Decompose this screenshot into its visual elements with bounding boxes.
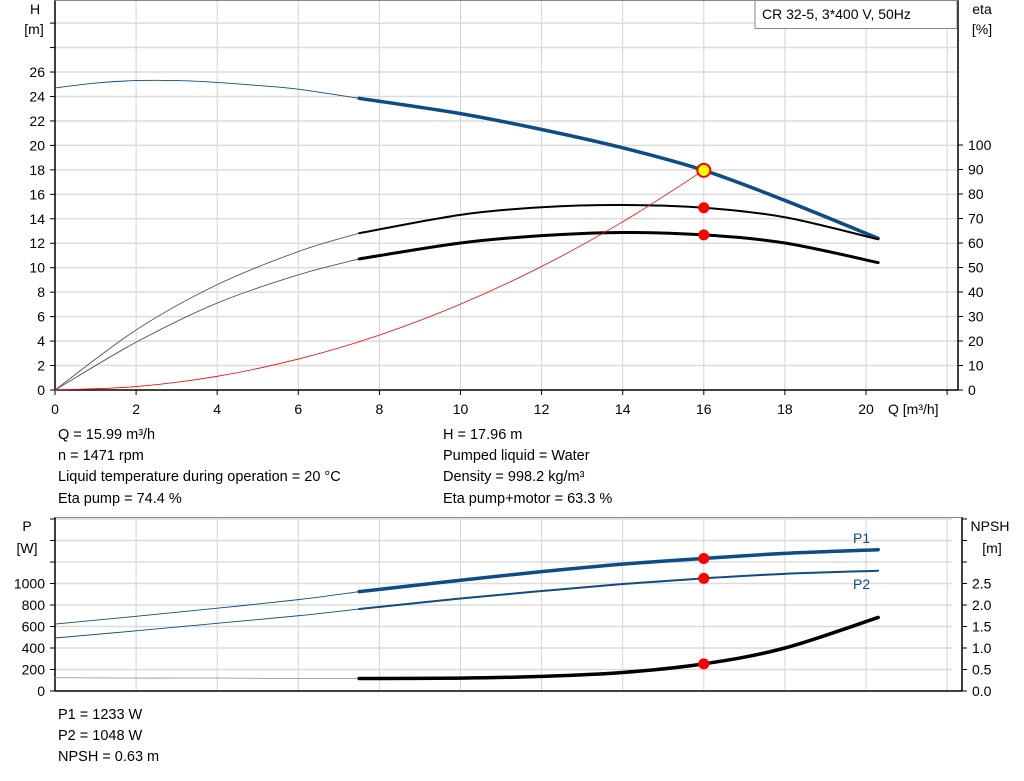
x-tick-label: 12 [534, 401, 550, 417]
x-tick-label: 18 [777, 401, 793, 417]
right-tick-label: 30 [968, 309, 984, 325]
p-axis-name: P [22, 518, 31, 534]
bottom-grid: 0 200 400 600 800 1000 0.0 0.5 1.0 1.5 2.0 2.5 [14, 517, 992, 699]
npsh-axis-name: NPSH [971, 518, 1010, 534]
p-axis-unit: [W] [17, 540, 38, 556]
info-p2: P2 = 1048 W [58, 728, 143, 744]
info-speed: n = 1471 rpm [58, 448, 144, 464]
left-tick-label: 200 [22, 662, 46, 678]
left-tick-label: 800 [22, 597, 46, 613]
x-tick-label: 0 [51, 401, 59, 417]
right-tick-label: 1.5 [972, 619, 992, 635]
info-eta-pump: Eta pump = 74.4 % [58, 491, 182, 507]
eta_pump-curve [358, 204, 880, 241]
right-tick-label: 40 [968, 284, 984, 300]
info-density: Density = 998.2 kg/m³ [443, 469, 585, 485]
p2-curve-thin [54, 608, 360, 639]
left-tick-label: 4 [37, 333, 45, 349]
left-tick-label: 12 [29, 235, 45, 251]
eta_total-curve-thin [54, 258, 360, 391]
left-tick-label: 8 [37, 284, 45, 300]
right-tick-label: 90 [968, 162, 984, 178]
h-axis-unit: [m] [24, 21, 43, 37]
operating-info: Q = 15.99 m³/h n = 1471 rpm Liquid tempe… [58, 427, 612, 765]
x-tick-label: 10 [453, 401, 469, 417]
legend-text: CR 32-5, 3*400 V, 50Hz [762, 6, 911, 22]
p1-series-label: P1 [853, 530, 870, 546]
info-liquid: Pumped liquid = Water [443, 448, 590, 464]
bottom-curves [54, 547, 880, 681]
left-tick-label: 16 [29, 186, 45, 202]
right-tick-label: 60 [968, 235, 984, 251]
x-tick-label: 2 [132, 401, 140, 417]
npsh-curve-thin [54, 677, 360, 680]
right-tick-label: 2.0 [972, 597, 992, 613]
system-curve [54, 170, 705, 391]
right-tick-label: 0.0 [972, 683, 992, 699]
p1-curve [357, 547, 880, 594]
q-axis-label: Q [m³/h] [888, 401, 939, 417]
npsh-axis-unit: [m] [982, 540, 1001, 556]
operating-point-marker [696, 162, 712, 178]
top-curves [54, 79, 880, 391]
right-tick-label: 70 [968, 211, 984, 227]
left-tick-label: 24 [29, 88, 45, 104]
left-tick-label: 600 [22, 619, 46, 635]
duty-point-marker [698, 572, 710, 584]
left-tick-label: 10 [29, 260, 45, 276]
x-tick-label: 20 [858, 401, 874, 417]
top-grid: 0246810121416182022242601020304050607080… [29, 0, 992, 417]
info-head: H = 17.96 m [443, 427, 522, 443]
right-tick-label: 50 [968, 260, 984, 276]
p1-curve-thin [54, 591, 360, 625]
left-tick-label: 14 [29, 211, 45, 227]
left-tick-label: 0 [37, 382, 45, 398]
head-curve [357, 96, 880, 241]
h-axis-name: H [30, 1, 40, 17]
right-tick-label: 100 [968, 137, 992, 153]
info-flow: Q = 15.99 m³/h [58, 427, 155, 443]
left-tick-label: 26 [29, 64, 45, 80]
left-tick-label: 18 [29, 162, 45, 178]
right-tick-label: 20 [968, 333, 984, 349]
info-npsh: NPSH = 0.63 m [58, 749, 159, 765]
x-tick-label: 6 [294, 401, 302, 417]
x-tick-label: 14 [615, 401, 631, 417]
x-tick-label: 16 [696, 401, 712, 417]
head-curve-thin [54, 79, 360, 99]
left-tick-label: 1000 [14, 576, 45, 592]
info-eta-total: Eta pump+motor = 63.3 % [443, 491, 612, 507]
legend-box: CR 32-5, 3*400 V, 50Hz [754, 0, 958, 29]
left-tick-label: 400 [22, 640, 46, 656]
duty-point-marker [698, 658, 710, 670]
x-tick-label: 8 [376, 401, 384, 417]
right-tick-label: 10 [968, 358, 984, 374]
left-tick-label: 6 [37, 309, 45, 325]
left-tick-label: 0 [37, 683, 45, 699]
duty-point-marker [698, 552, 710, 564]
left-tick-label: 20 [29, 137, 45, 153]
eta_total-curve [357, 230, 880, 265]
right-tick-label: 1.0 [972, 640, 992, 656]
left-tick-label: 2 [37, 358, 45, 374]
info-p1: P1 = 1233 W [58, 707, 143, 723]
npsh-curve [357, 615, 880, 681]
p2-series-label: P2 [853, 576, 870, 592]
x-tick-label: 4 [213, 401, 221, 417]
eta_pump-curve-thin [54, 232, 360, 391]
right-tick-label: 0 [968, 382, 976, 398]
eta-axis-unit: [%] [972, 21, 992, 37]
p2-curve [358, 569, 880, 610]
duty-point-marker [698, 202, 710, 214]
info-temperature: Liquid temperature during operation = 20… [58, 469, 341, 485]
left-tick-label: 22 [29, 113, 45, 129]
right-tick-label: 0.5 [972, 662, 992, 678]
eta-axis-name: eta [972, 1, 992, 17]
right-tick-label: 2.5 [972, 576, 992, 592]
right-tick-label: 80 [968, 186, 984, 202]
duty-point-marker [698, 229, 710, 241]
